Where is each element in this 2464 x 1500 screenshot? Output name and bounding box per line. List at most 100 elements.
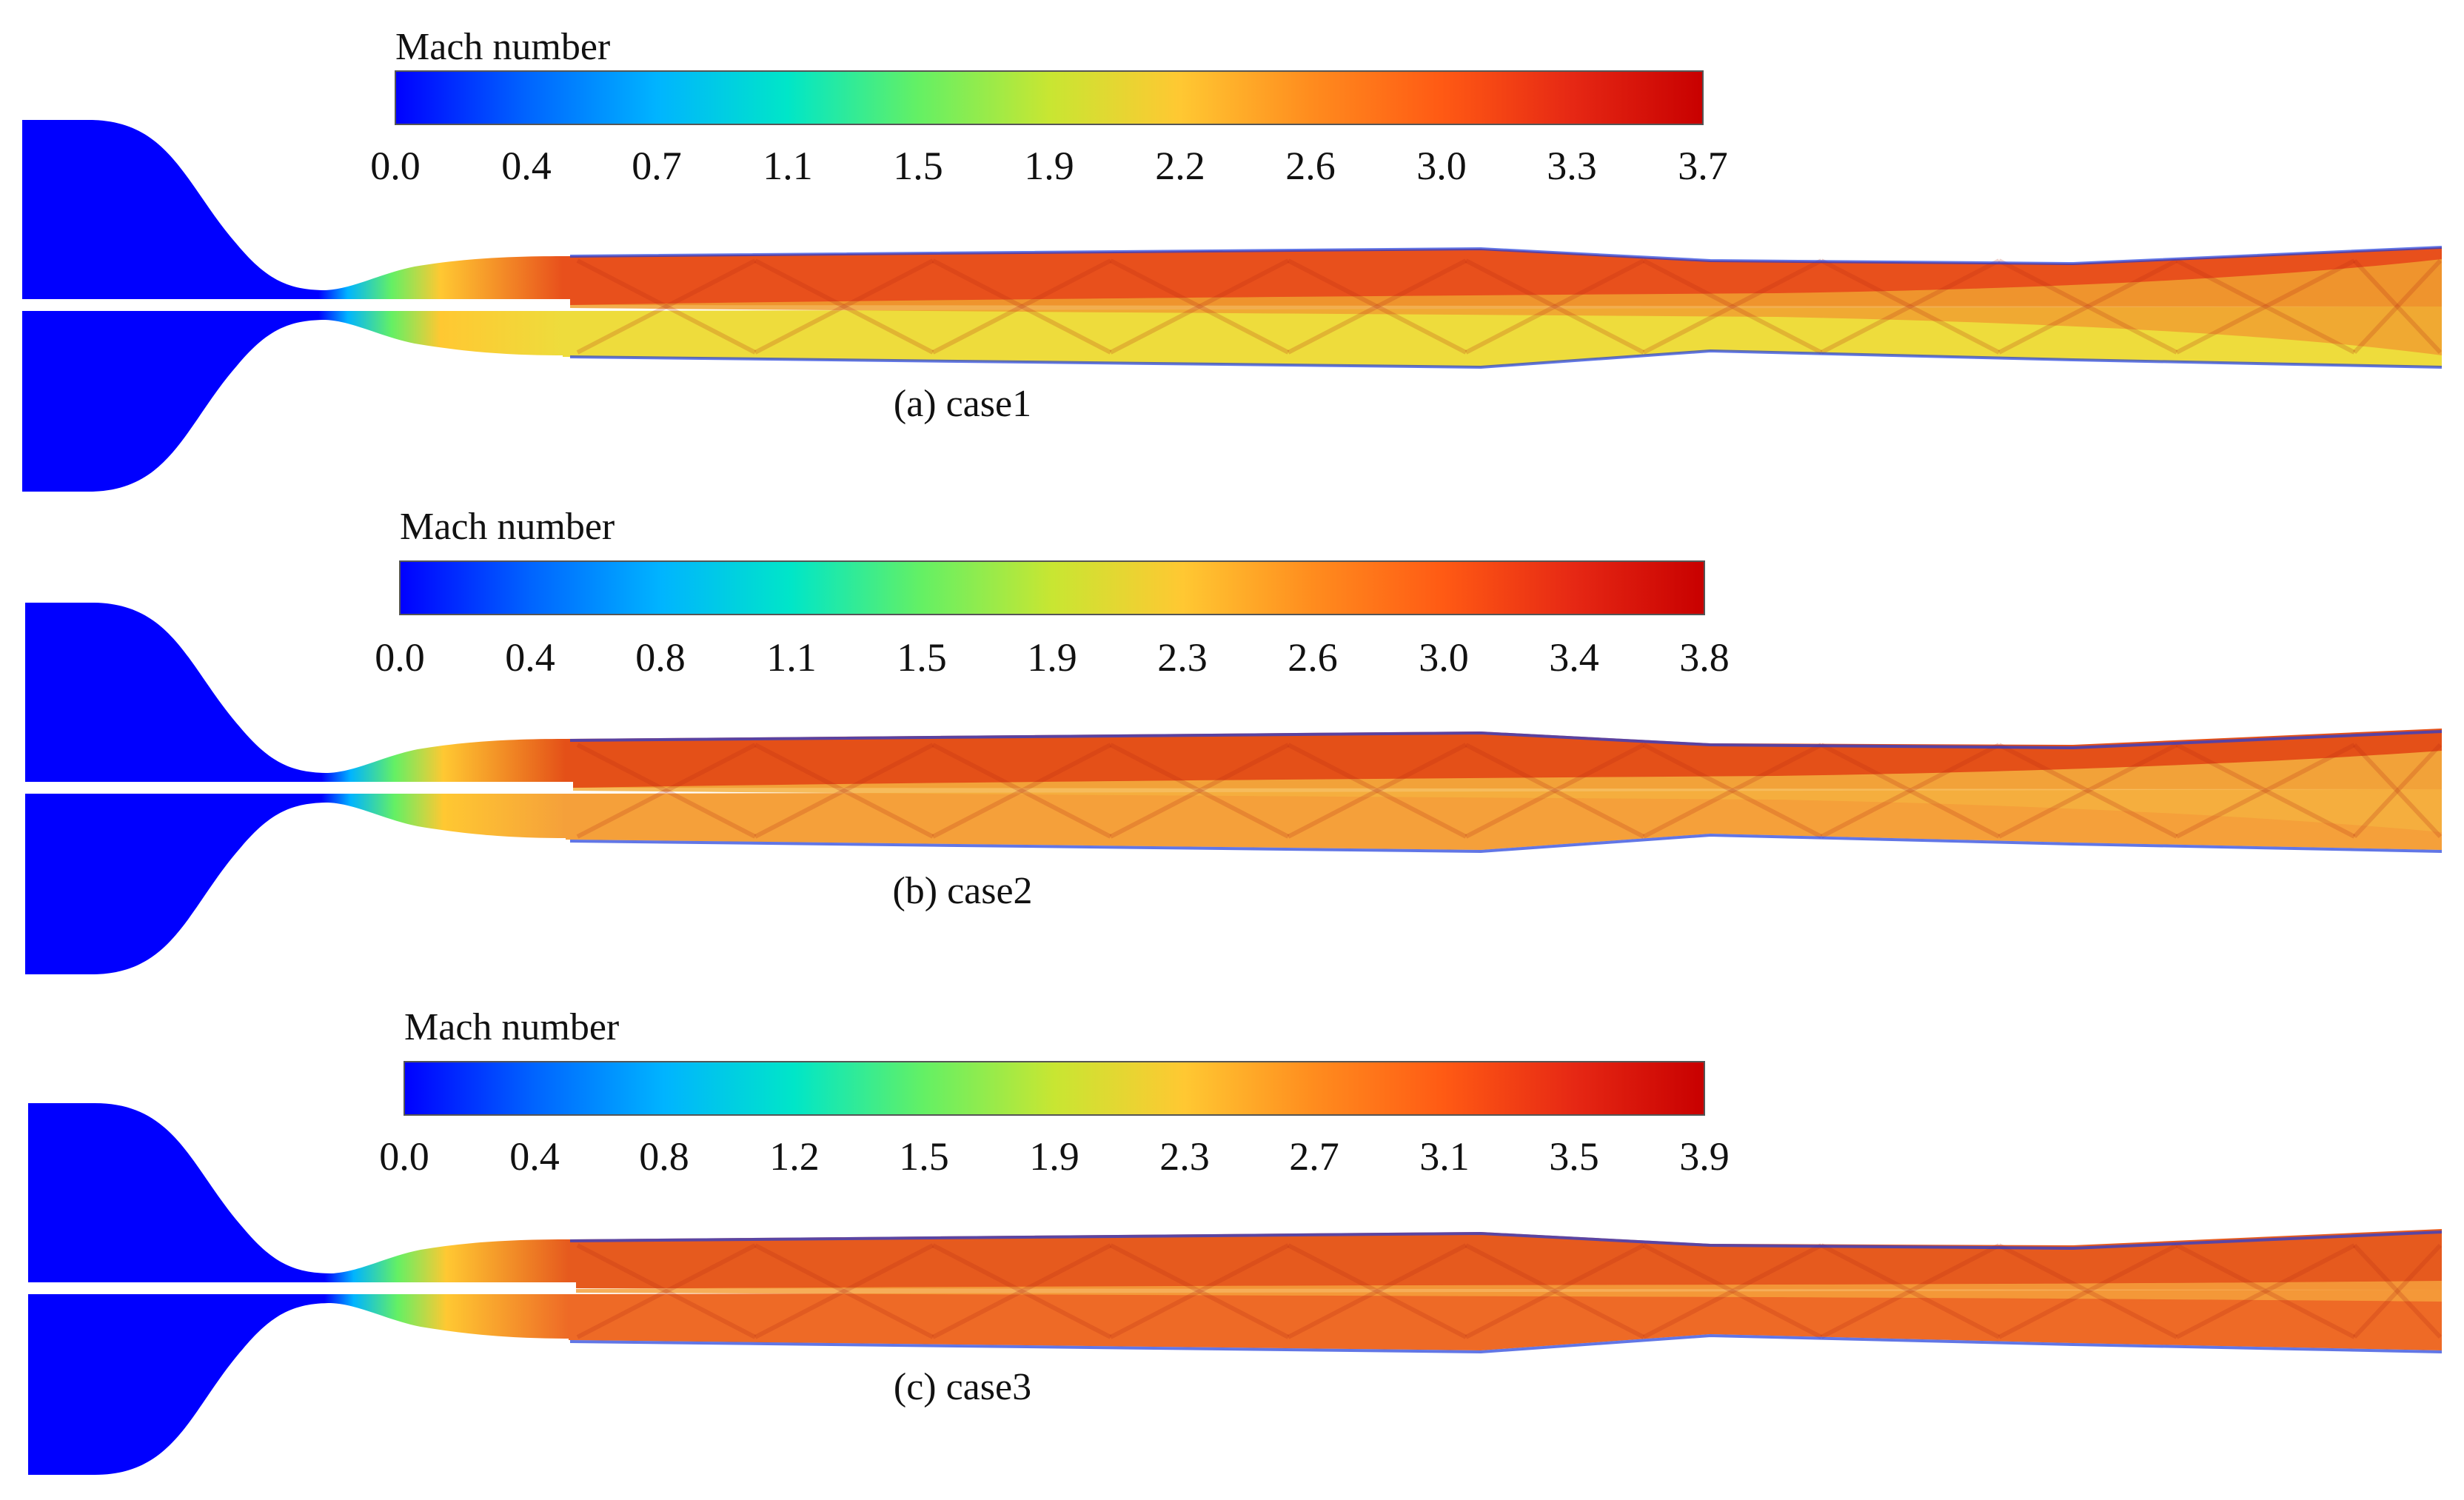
shock-line: [1642, 743, 1823, 839]
colorbar-tick-labels: 0.0 0.4 0.7 1.1 1.5 1.9 2.2 2.6 3.0 3.3 …: [370, 144, 1728, 188]
colorbar-tick-label: 1.5: [899, 1134, 949, 1179]
shock-line: [1820, 258, 2001, 355]
shock-line: [1464, 1243, 1645, 1339]
shock-line: [1287, 743, 1467, 839]
colorbar-gradient-bar: [395, 70, 1704, 125]
shock-line: [754, 258, 934, 355]
shock-line: [576, 258, 757, 355]
shock-line: [576, 1243, 757, 1339]
shock-wave-pattern: [569, 1231, 2443, 1354]
shock-line: [1998, 258, 2178, 355]
colorbar: Mach number 0.0 0.4 0.7 1.1 1.5 1.9 2.2 …: [370, 26, 1728, 188]
shear-layer: [576, 1281, 2442, 1302]
wall-boundary-layer: [569, 1333, 2443, 1354]
wall-boundary-layer: [569, 349, 2443, 369]
shock-line: [1464, 1243, 1645, 1339]
panel-case1: Mach number 0.0 0.4 0.7 1.1 1.5 1.9 2.2 …: [22, 26, 2443, 492]
colorbar-tick-label: 2.2: [1155, 144, 1205, 188]
shock-line: [1287, 258, 1467, 355]
shock-line: [576, 258, 757, 355]
colorbar-title: Mach number: [395, 26, 610, 68]
colorbar-tick-label: 1.1: [766, 635, 817, 680]
shock-line: [1642, 1243, 1823, 1339]
shock-line: [2352, 258, 2443, 355]
shock-line: [1998, 1243, 2178, 1339]
colorbar-tick-label: 2.6: [1288, 635, 1338, 680]
shock-line: [2175, 743, 2356, 839]
shock-line: [931, 258, 1112, 355]
splitter-plate: [25, 782, 573, 794]
colorbar-tick-label: 0.4: [509, 1134, 560, 1179]
shock-line: [1998, 743, 2178, 839]
shock-line: [2175, 743, 2356, 839]
lower-throat-transition: [324, 1294, 569, 1339]
colorbar-tick-label: 3.8: [1679, 635, 1730, 680]
colorbar-tick-label: 3.9: [1679, 1134, 1730, 1179]
shock-line: [1642, 743, 1823, 839]
shock-line: [754, 743, 934, 839]
shock-line: [1287, 1243, 1467, 1339]
shock-line: [2175, 258, 2356, 355]
shock-line: [1464, 743, 1645, 839]
shock-line: [1109, 258, 1290, 355]
shock-line: [1109, 258, 1290, 355]
colorbar-tick-label: 1.9: [1027, 635, 1077, 680]
lower-nozzle-inlet: [22, 311, 326, 492]
shear-layer: [573, 751, 2442, 832]
colorbar-tick-label: 3.4: [1549, 635, 1599, 680]
nozzle-flowfield: [25, 603, 2443, 974]
shock-line: [1464, 743, 1645, 839]
shock-line: [576, 743, 757, 839]
wall-boundary-layer: [569, 730, 2443, 750]
shock-line: [2175, 258, 2356, 355]
shock-line: [931, 743, 1112, 839]
shock-line: [1998, 743, 2178, 839]
shock-line: [1642, 258, 1823, 355]
shock-line: [1642, 258, 1823, 355]
colorbar-gradient-bar: [404, 1061, 1705, 1116]
panel-case2: Mach number 0.0 0.4 0.8 1.1 1.5 1.9 2.3 …: [25, 506, 2443, 974]
colorbar-tick-label: 1.9: [1024, 144, 1074, 188]
colorbar-tick-label: 1.5: [897, 635, 947, 680]
lower-nozzle-inlet: [28, 1294, 332, 1475]
colorbar-tick-label: 0.8: [635, 635, 686, 680]
shock-line: [931, 1243, 1112, 1339]
splitter-plate: [28, 1282, 576, 1294]
shock-line: [1998, 1243, 2178, 1339]
shock-wave-pattern: [569, 246, 2443, 369]
shock-line: [754, 258, 934, 355]
colorbar-title: Mach number: [400, 506, 615, 548]
colorbar-tick-label: 0.7: [632, 144, 682, 188]
shock-line: [1287, 743, 1467, 839]
shock-line: [754, 1243, 934, 1339]
upper-throat-transition: [324, 1239, 569, 1282]
colorbar-tick-label: 3.5: [1549, 1134, 1599, 1179]
colorbar-tick-label: 3.0: [1419, 635, 1469, 680]
shock-line: [576, 1243, 757, 1339]
shock-line: [2352, 258, 2443, 355]
shock-line: [2175, 1243, 2356, 1339]
upper-nozzle-inlet: [22, 120, 326, 299]
wall-boundary-layer: [569, 833, 2443, 854]
upper-nozzle-inlet: [28, 1103, 332, 1282]
shock-line: [931, 743, 1112, 839]
colorbar-tick-labels: 0.0 0.4 0.8 1.1 1.5 1.9 2.3 2.6 3.0 3.4 …: [375, 635, 1730, 680]
colorbar-tick-label: 3.7: [1678, 144, 1728, 188]
shear-layer: [570, 259, 2442, 355]
colorbar-tick-label: 2.3: [1157, 635, 1208, 680]
colorbar-tick-label: 1.9: [1029, 1134, 1079, 1179]
colorbar-tick-label: 0.8: [639, 1134, 689, 1179]
panel-caption: (c) case3: [894, 1366, 1031, 1408]
lower-throat-transition: [321, 794, 566, 838]
shock-line: [1642, 1243, 1823, 1339]
shock-wave-pattern: [569, 730, 2443, 854]
shock-line: [2352, 743, 2443, 839]
lower-throat-transition: [318, 311, 563, 355]
shock-line: [1109, 1243, 1290, 1339]
colorbar-tick-label: 0.4: [501, 144, 552, 188]
shock-line: [576, 743, 757, 839]
shock-line: [1109, 743, 1290, 839]
upper-throat-transition: [318, 256, 563, 299]
shock-line: [2352, 1243, 2443, 1339]
